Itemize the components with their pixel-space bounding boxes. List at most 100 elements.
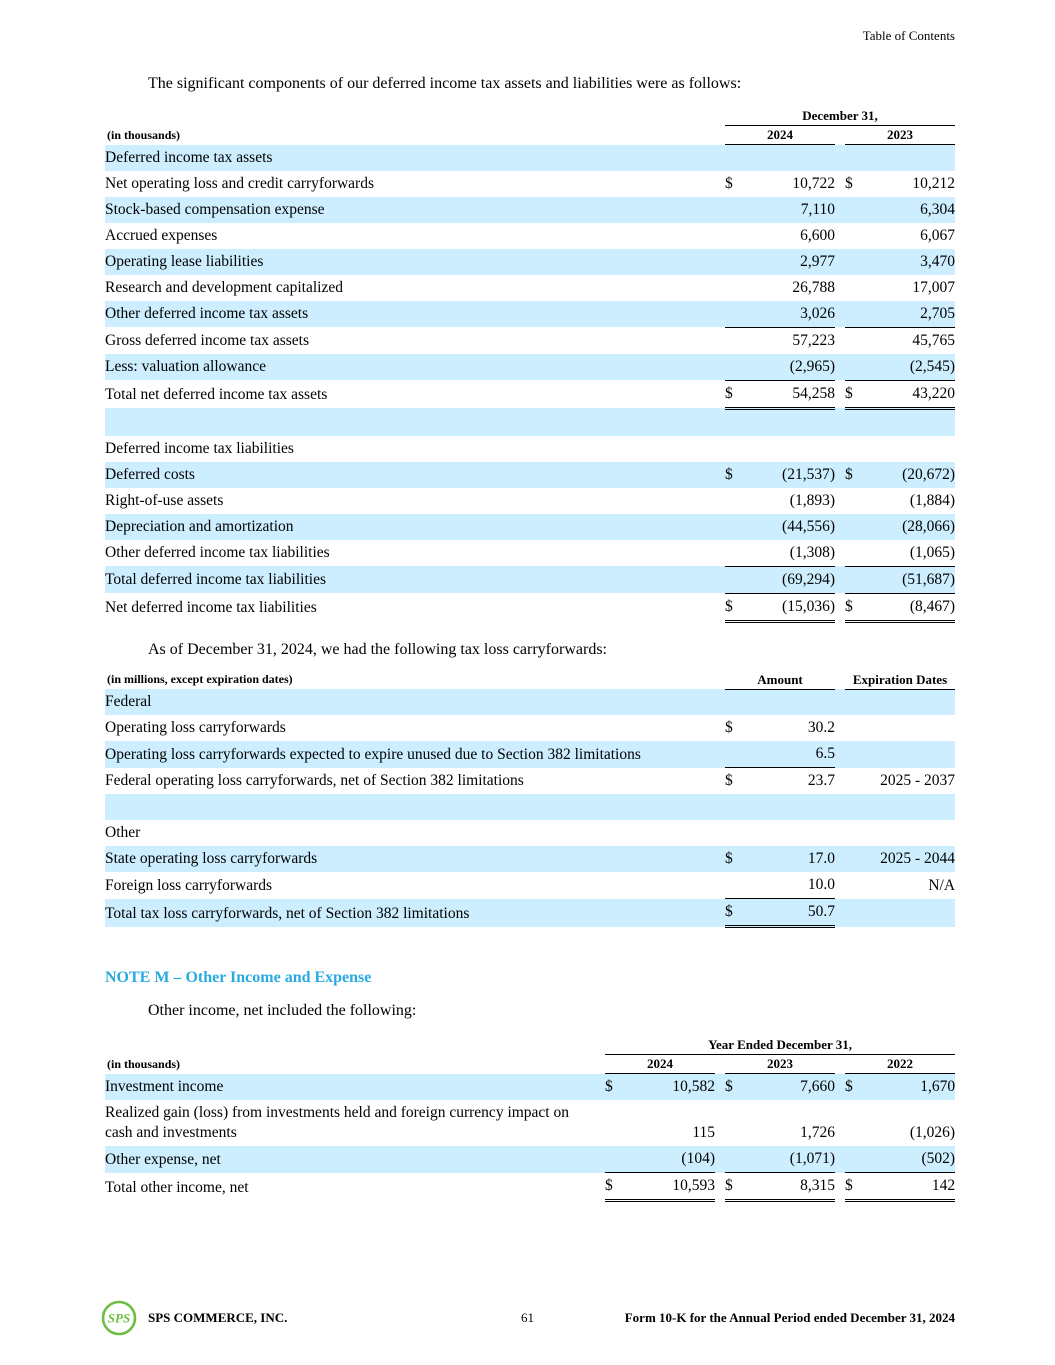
table-row: Depreciation and amortization (44,556) (28… bbox=[105, 513, 956, 540]
cell-value: 8,315 bbox=[743, 1172, 835, 1202]
row-label: Federal bbox=[105, 689, 715, 715]
column-gap bbox=[835, 768, 845, 795]
column-gap bbox=[715, 300, 725, 327]
cell-value: 54,258 bbox=[743, 380, 835, 410]
column-gap bbox=[835, 741, 846, 768]
page-number: 61 bbox=[521, 1310, 534, 1325]
currency-symbol: $ bbox=[605, 1073, 623, 1100]
currency-symbol bbox=[725, 223, 743, 249]
currency-symbol: $ bbox=[725, 461, 743, 488]
column-gap bbox=[715, 126, 725, 145]
units-label: (in millions, except expiration dates) bbox=[107, 672, 293, 686]
sps-logo-text: SPS bbox=[108, 1311, 130, 1326]
column-gap bbox=[715, 107, 725, 126]
currency-symbol bbox=[725, 327, 743, 354]
cell-value bbox=[863, 144, 956, 171]
spacer-row bbox=[105, 408, 956, 436]
cell-value: 1,670 bbox=[863, 1073, 956, 1100]
cell-value: (44,556) bbox=[743, 513, 835, 540]
intro-deferred-tax-text: The significant components of our deferr… bbox=[148, 75, 742, 92]
cell-value: 6,600 bbox=[800, 226, 835, 244]
cell-value: 57,223 bbox=[792, 331, 835, 349]
cell-value: (1,884) bbox=[909, 491, 956, 509]
row-label: Foreign loss carryforwards bbox=[105, 876, 273, 894]
currency-symbol: $ bbox=[725, 898, 743, 928]
table-row: Stock-based compensation expense 7,110 6,3… bbox=[105, 196, 956, 223]
column-gap bbox=[835, 327, 845, 354]
column-gap bbox=[595, 1036, 605, 1055]
cell-value: 17,007 bbox=[912, 278, 956, 296]
cell-value: 6,067 bbox=[920, 226, 956, 244]
column-gap bbox=[835, 1173, 845, 1201]
row-label: Investment income bbox=[105, 1073, 595, 1100]
currency-symbol: $ bbox=[845, 1172, 863, 1202]
currency-symbol bbox=[845, 223, 863, 249]
table-row: Deferred income tax assets bbox=[105, 144, 956, 171]
cell-value: 10.0 bbox=[743, 872, 836, 899]
table-row: Foreign loss carryforwards 10.0 N/A bbox=[105, 872, 955, 899]
table-of-contents-link[interactable]: Table of Contents bbox=[862, 28, 955, 43]
cell-value: 1,726 bbox=[800, 1124, 835, 1141]
deferred-tax-table: (in thousands) December 31, 2024 2023 Deferr… bbox=[105, 107, 956, 623]
currency-symbol: $ bbox=[725, 1073, 743, 1100]
units-label: (in thousands) bbox=[107, 127, 181, 142]
column-gap bbox=[715, 1055, 725, 1074]
table-row: Net deferred income tax liabilities $ (15,… bbox=[105, 593, 956, 623]
table-row: Operating lease liabilities 2,977 3,470 bbox=[105, 248, 956, 275]
column-gap bbox=[835, 223, 845, 249]
row-label: Operating lease liabilities bbox=[105, 248, 715, 275]
row-label: Accrued expenses bbox=[105, 226, 218, 244]
amount-column-header: Amount bbox=[725, 670, 836, 690]
sps-logo-icon: SPS bbox=[100, 1299, 138, 1337]
column-gap bbox=[595, 1100, 605, 1146]
table-row: Deferred income tax liabilities bbox=[105, 436, 955, 462]
currency-symbol bbox=[725, 353, 743, 381]
cell-value: 10,582 bbox=[623, 1073, 715, 1100]
column-gap bbox=[715, 1146, 725, 1173]
currency-symbol: $ bbox=[845, 1073, 863, 1100]
cell-value bbox=[743, 144, 835, 171]
cell-value: (1,308) bbox=[743, 539, 835, 567]
currency-symbol bbox=[725, 539, 743, 567]
spacer-cell bbox=[105, 408, 956, 436]
row-label: Realized gain (loss) from investments he… bbox=[105, 1104, 569, 1141]
cell-value: (1,893) bbox=[789, 491, 835, 509]
currency-symbol bbox=[725, 1146, 743, 1173]
currency-symbol: $ bbox=[725, 174, 733, 192]
row-label: Net operating loss and credit carryforwa… bbox=[105, 174, 374, 192]
currency-symbol bbox=[725, 689, 743, 715]
table-row: Total net deferred income tax assets $54,… bbox=[105, 380, 956, 410]
cell-value: (51,687) bbox=[863, 566, 956, 594]
currency-symbol bbox=[845, 513, 863, 540]
currency-symbol bbox=[725, 436, 743, 462]
cell-value: (15,036) bbox=[743, 593, 835, 623]
cell-value bbox=[743, 436, 835, 462]
column-gap bbox=[835, 436, 845, 462]
table-row: Accrued expenses 6,600 6,067 bbox=[105, 223, 955, 249]
row-label: Total tax loss carryforwards, net of Sec… bbox=[105, 898, 715, 927]
column-gap bbox=[715, 327, 725, 354]
row-label: Other bbox=[105, 824, 141, 841]
cell-value: 10,212 bbox=[912, 174, 956, 192]
cell-value: (21,537) bbox=[743, 461, 835, 488]
row-label: Deferred income tax assets bbox=[105, 144, 715, 171]
table-header-row: (in thousands) December 31, bbox=[105, 107, 956, 141]
table-row: Less: valuation allowance (2,965) (2,545) bbox=[105, 353, 956, 381]
row-label: Deferred costs bbox=[105, 461, 715, 488]
cell-value: 10,722 bbox=[792, 174, 835, 192]
table-row: Deferred costs $ (21,537) $ (20,672) bbox=[105, 461, 956, 488]
table-row: Right-of-use assets (1,893) (1,884) bbox=[105, 488, 955, 514]
table-row: Other expense, net (104) (1,071) (502) bbox=[105, 1146, 956, 1173]
column-gap bbox=[715, 488, 725, 514]
column-gap bbox=[835, 126, 845, 145]
cell-value: 2,705 bbox=[863, 300, 956, 328]
cell-value: 30.2 bbox=[807, 719, 836, 736]
column-gap bbox=[835, 898, 846, 927]
currency-symbol bbox=[725, 566, 743, 594]
column-gap bbox=[715, 380, 725, 408]
table-row: Other deferred income tax assets 3,026 2,7… bbox=[105, 300, 956, 328]
column-gap bbox=[835, 872, 845, 899]
currency-symbol bbox=[845, 353, 863, 381]
currency-symbol bbox=[845, 488, 863, 514]
column-gap bbox=[595, 1173, 605, 1201]
